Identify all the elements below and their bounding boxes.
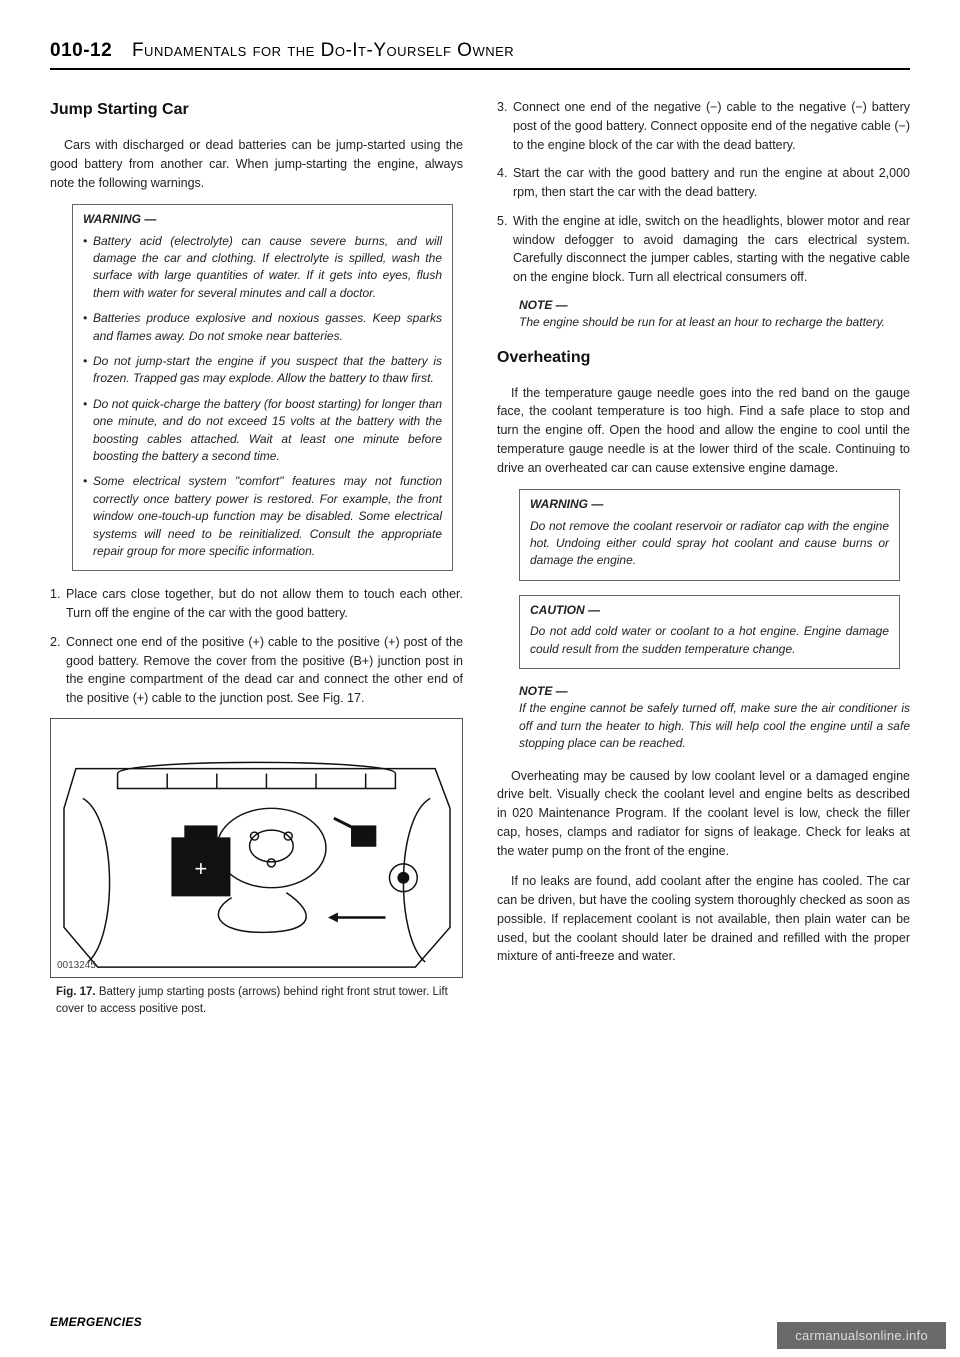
right-column: 3.Connect one end of the negative (−) ca… bbox=[497, 98, 910, 1036]
steps-list-left: 1.Place cars close together, but do not … bbox=[50, 585, 463, 708]
note-body: If the engine cannot be safely turned of… bbox=[519, 700, 910, 752]
warning-box: WARNING — Battery acid (electrolyte) can… bbox=[72, 204, 453, 571]
footer-section: EMERGENCIES bbox=[50, 1315, 142, 1329]
step-text: Place cars close together, but do not al… bbox=[66, 587, 463, 620]
figure-17: + bbox=[50, 718, 463, 978]
warning-item: Do not jump-start the engine if you susp… bbox=[83, 353, 442, 388]
step-2: 2.Connect one end of the positive (+) ca… bbox=[50, 633, 463, 708]
section-heading-jump: Jump Starting Car bbox=[50, 98, 463, 122]
figure-id: 0013245 bbox=[57, 958, 96, 973]
page-header: 010-12 Fundamentals for the Do-It-Yourse… bbox=[50, 40, 910, 70]
warning-item: Batteries produce explosive and noxious … bbox=[83, 310, 442, 345]
caution-box: CAUTION — Do not add cold water or coola… bbox=[519, 595, 900, 669]
figure-label: Fig. 17. bbox=[56, 986, 96, 998]
step-1: 1.Place cars close together, but do not … bbox=[50, 585, 463, 623]
left-column: Jump Starting Car Cars with discharged o… bbox=[50, 98, 463, 1036]
warning-list: Battery acid (electrolyte) can cause sev… bbox=[83, 233, 442, 561]
step-text: With the engine at idle, switch on the h… bbox=[513, 214, 910, 284]
step-text: Connect one end of the positive (+) cabl… bbox=[66, 635, 463, 705]
figure-caption-text: Battery jump starting posts (arrows) beh… bbox=[56, 986, 448, 1015]
section-heading-overheating: Overheating bbox=[497, 346, 910, 370]
page-title: Fundamentals for the Do-It-Yourself Owne… bbox=[132, 40, 514, 61]
note-head: NOTE — bbox=[519, 683, 910, 700]
columns: Jump Starting Car Cars with discharged o… bbox=[50, 98, 910, 1036]
overheating-para-3: If no leaks are found, add coolant after… bbox=[497, 872, 910, 966]
warning-item: Some electrical system "comfort" feature… bbox=[83, 473, 442, 560]
step-4: 4.Start the car with the good battery an… bbox=[497, 164, 910, 202]
warning-item: Do not quick-charge the battery (for boo… bbox=[83, 396, 442, 466]
steps-list-right: 3.Connect one end of the negative (−) ca… bbox=[497, 98, 910, 287]
manual-page: 010-12 Fundamentals for the Do-It-Yourse… bbox=[0, 0, 960, 1357]
step-5: 5.With the engine at idle, switch on the… bbox=[497, 212, 910, 287]
overheating-para-2: Overheating may be caused by low coolant… bbox=[497, 767, 910, 861]
caution-head: CAUTION — bbox=[530, 602, 889, 619]
intro-para: Cars with discharged or dead batteries c… bbox=[50, 136, 463, 192]
warning-item: Battery acid (electrolyte) can cause sev… bbox=[83, 233, 442, 303]
warning-head: WARNING — bbox=[530, 496, 889, 513]
note-block-2: NOTE — If the engine cannot be safely tu… bbox=[519, 683, 910, 753]
step-text: Start the car with the good battery and … bbox=[513, 166, 910, 199]
step-3: 3.Connect one end of the negative (−) ca… bbox=[497, 98, 910, 154]
warning-box-2: WARNING — Do not remove the coolant rese… bbox=[519, 489, 900, 581]
note-body: The engine should be run for at least an… bbox=[519, 314, 910, 331]
overheating-para-1: If the temperature gauge needle goes int… bbox=[497, 384, 910, 478]
warning-body: Do not remove the coolant reservoir or r… bbox=[530, 518, 889, 570]
caution-body: Do not add cold water or coolant to a ho… bbox=[530, 623, 889, 658]
svg-text:+: + bbox=[195, 856, 208, 881]
page-number: 010-12 bbox=[50, 40, 112, 61]
warning-head: WARNING — bbox=[83, 211, 442, 228]
note-head: NOTE — bbox=[519, 297, 910, 314]
step-text: Connect one end of the negative (−) cabl… bbox=[513, 100, 910, 152]
figure-caption: Fig. 17. Battery jump starting posts (ar… bbox=[50, 984, 463, 1019]
engine-diagram: + bbox=[51, 719, 462, 977]
watermark: carmanualsonline.info bbox=[777, 1322, 946, 1349]
note-block: NOTE — The engine should be run for at l… bbox=[519, 297, 910, 332]
